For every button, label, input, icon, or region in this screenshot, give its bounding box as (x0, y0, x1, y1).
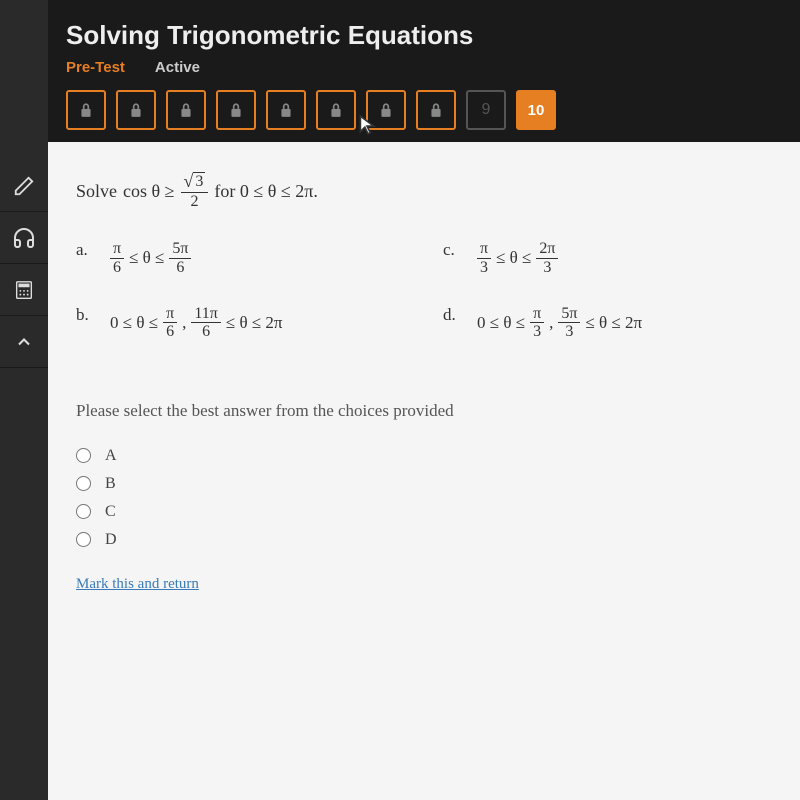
collapse-icon[interactable] (0, 316, 48, 368)
radio-d[interactable]: D (76, 531, 780, 549)
cursor-icon (358, 114, 376, 142)
choice-a: a. π6 ≤ θ ≤ 5π6 (76, 240, 413, 276)
nav-q8[interactable] (416, 90, 456, 130)
header: Solving Trigonometric Equations Pre-Test… (48, 0, 800, 142)
sidebar (0, 0, 48, 800)
answer-radios: A B C D (76, 447, 780, 549)
nav-q10[interactable]: 10 (516, 90, 556, 130)
nav-q1[interactable] (66, 90, 106, 130)
main: Solving Trigonometric Equations Pre-Test… (48, 0, 800, 800)
nav-q5[interactable] (266, 90, 306, 130)
radio-b[interactable]: B (76, 475, 780, 493)
nav-q3[interactable] (166, 90, 206, 130)
choice-d: d. 0 ≤ θ ≤ π3 , 5π3 ≤ θ ≤ 2π (443, 305, 780, 341)
content: Solve cos θ ≥ √3 2 for 0 ≤ θ ≤ 2π. a. π6… (48, 142, 800, 800)
choice-c: c. π3 ≤ θ ≤ 2π3 (443, 240, 780, 276)
active-label: Active (155, 59, 200, 76)
radio-c[interactable]: C (76, 503, 780, 521)
question-text: Solve cos θ ≥ √3 2 for 0 ≤ θ ≤ 2π. (76, 172, 780, 210)
pretest-label: Pre-Test (66, 59, 125, 76)
pencil-icon[interactable] (0, 160, 48, 212)
calculator-icon[interactable] (0, 264, 48, 316)
nav-q9[interactable]: 9 (466, 90, 506, 130)
nav-q2[interactable] (116, 90, 156, 130)
choices-grid: a. π6 ≤ θ ≤ 5π6 c. π3 ≤ θ ≤ 2π3 (76, 240, 780, 340)
nav-q6[interactable] (316, 90, 356, 130)
question-nav: 9 10 (66, 90, 782, 130)
instruction-text: Please select the best answer from the c… (76, 401, 780, 421)
radio-a[interactable]: A (76, 447, 780, 465)
nav-q4[interactable] (216, 90, 256, 130)
mark-return-link[interactable]: Mark this and return (76, 576, 199, 592)
cos-expr: cos θ ≥ (123, 181, 175, 202)
for-range: for 0 ≤ θ ≤ 2π. (214, 181, 317, 202)
choice-b: b. 0 ≤ θ ≤ π6 , 11π6 ≤ θ ≤ 2π (76, 305, 413, 341)
headphones-icon[interactable] (0, 212, 48, 264)
page-title: Solving Trigonometric Equations (66, 20, 782, 51)
solve-word: Solve (76, 181, 117, 202)
